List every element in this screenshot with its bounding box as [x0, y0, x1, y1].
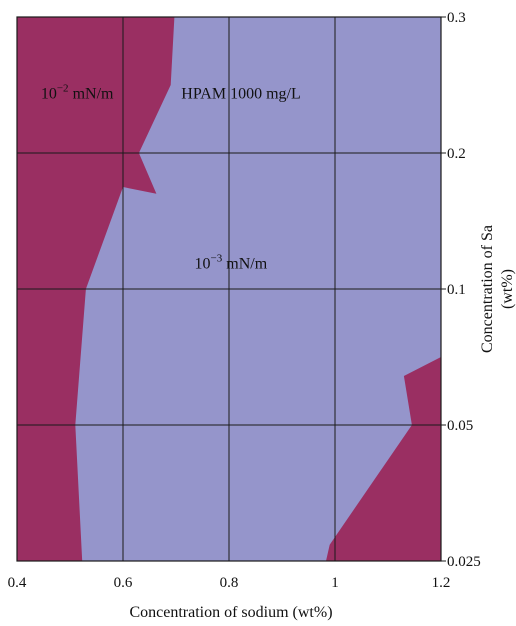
- y-tick-label: 0.1: [447, 282, 466, 298]
- x-tick-labels: 0.4 0.6 0.8 1 1.2: [8, 575, 451, 591]
- annotations: 10−2 mN/m HPAM 1000 mg/L 10−3 mN/m: [41, 83, 301, 273]
- x-tick-label: 0.4: [8, 575, 27, 591]
- annotation-high-ift: 10−2 mN/m: [41, 83, 114, 103]
- y-tick-label: 0.3: [447, 10, 466, 26]
- y-axis-title-line2: (wt%): [499, 269, 516, 309]
- x-axis-title: Concentration of sodium (wt%): [129, 604, 332, 621]
- x-tick-label: 0.6: [114, 575, 133, 591]
- region-bottom-right-high-ift: [326, 357, 441, 561]
- x-tick-label: 0.8: [220, 575, 239, 591]
- x-tick-label: 1.2: [432, 575, 451, 591]
- y-axis-title: Concentration of Sa (wt%): [479, 225, 516, 353]
- y-tick-labels: 0.025 0.05 0.1 0.2 0.3: [441, 10, 481, 570]
- annotation-low-ift: 10−3 mN/m: [195, 253, 268, 273]
- y-tick-label: 0.05: [447, 418, 473, 434]
- annotation-polymer: HPAM 1000 mg/L: [181, 86, 300, 103]
- plot-area: [16, 16, 442, 562]
- y-axis-title-line1: Concentration of Sa: [479, 225, 496, 353]
- x-tick-label: 1: [331, 575, 339, 591]
- grid-lines: [17, 17, 441, 561]
- y-tick-label: 0.2: [447, 146, 466, 162]
- y-tick-label: 0.025: [447, 554, 481, 570]
